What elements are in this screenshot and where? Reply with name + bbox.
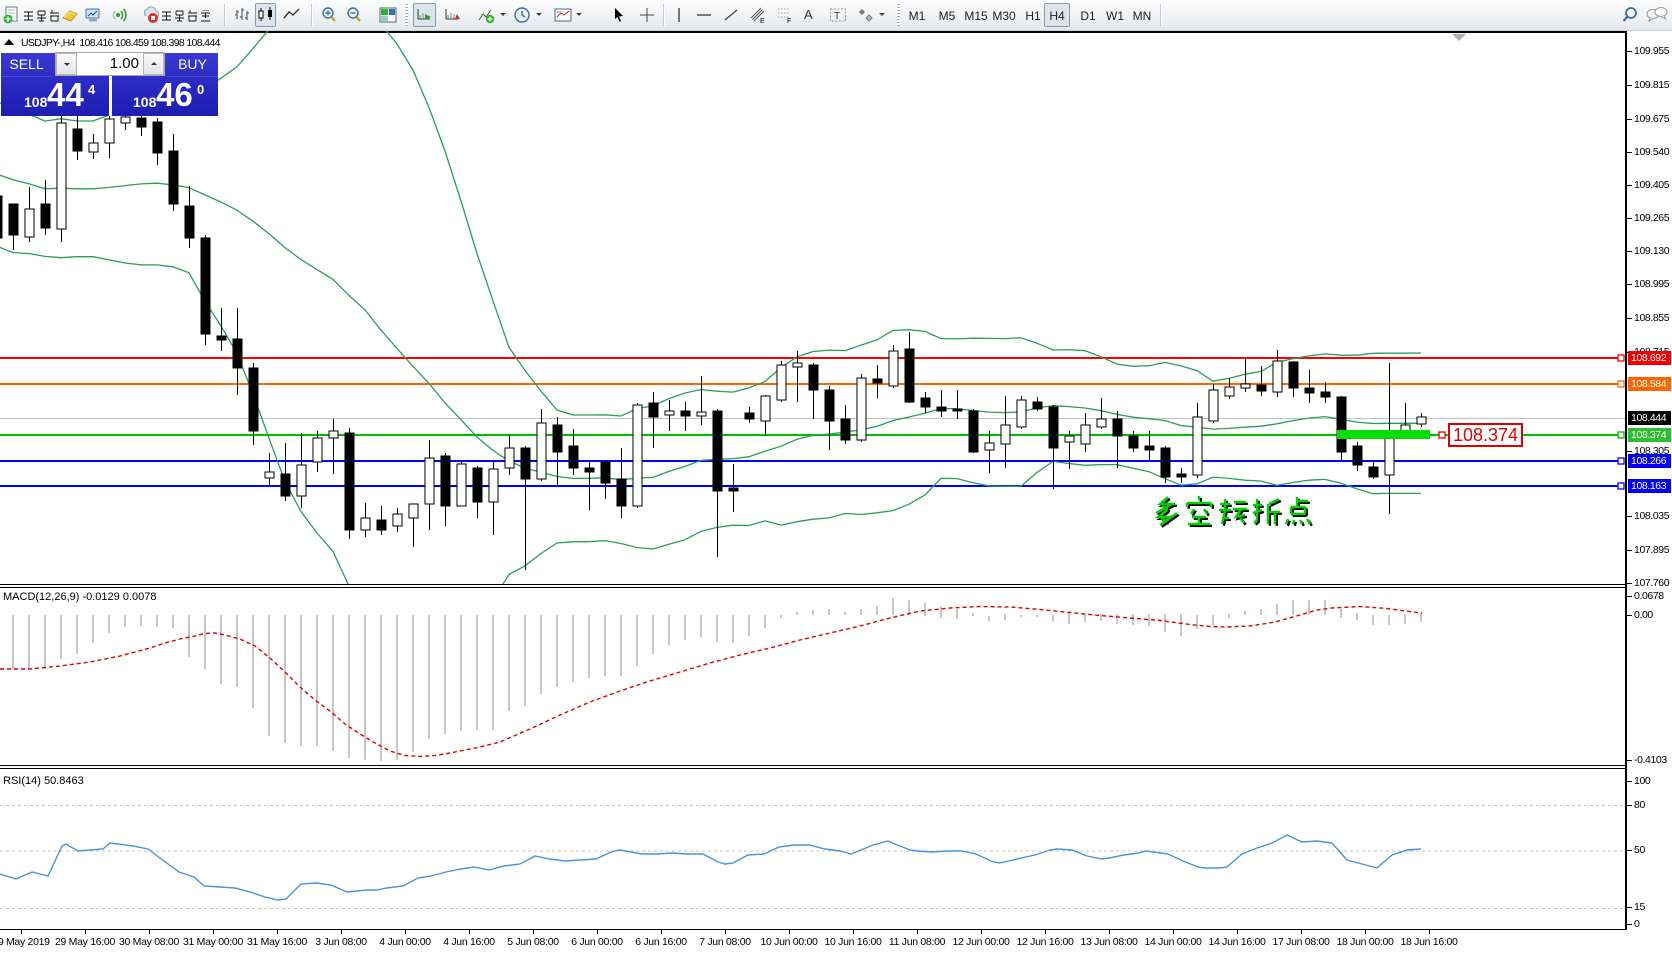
svg-text:F: F (787, 18, 791, 24)
svg-text:T: T (834, 11, 840, 22)
svg-text:E: E (760, 18, 765, 24)
